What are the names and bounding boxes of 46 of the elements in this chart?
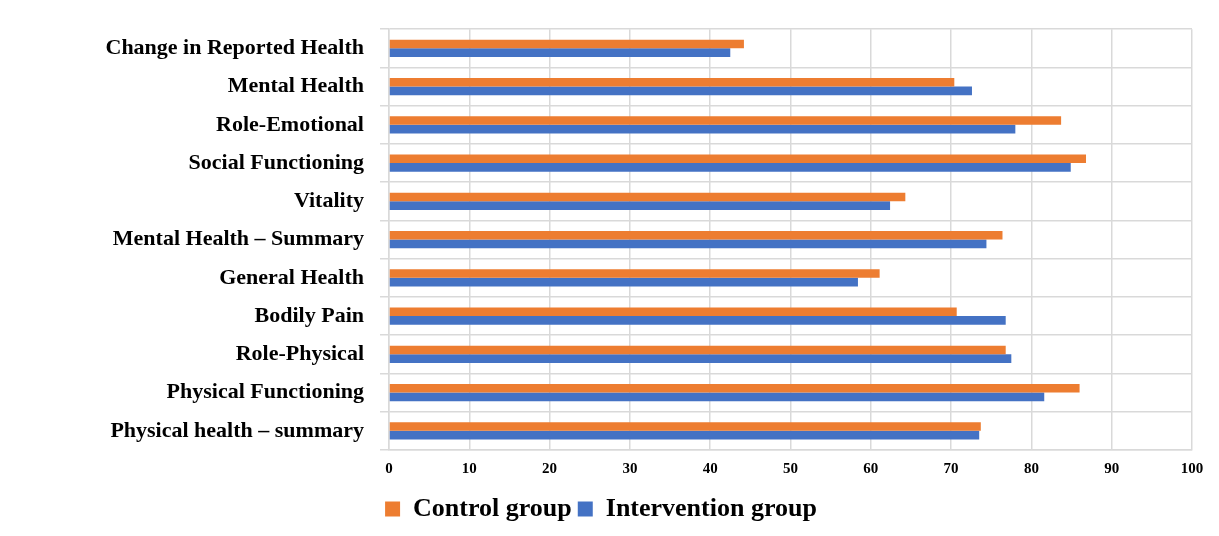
x-tick-label: 20	[542, 459, 558, 476]
x-tick-label: 40	[702, 459, 718, 476]
y-tick-label: Role-Emotional	[216, 110, 364, 136]
legend-label: Control group	[413, 492, 572, 522]
y-tick-label: Social Functioning	[188, 148, 364, 174]
bar	[389, 230, 1003, 240]
y-tick-label: Role-Physical	[235, 340, 364, 366]
y-tick-label: Mental Health – Summary	[112, 225, 364, 251]
bar	[389, 269, 880, 278]
x-tick-label: 70	[943, 459, 959, 476]
bar	[389, 163, 1071, 172]
bar	[389, 116, 1062, 125]
bar	[389, 154, 1086, 164]
bar	[389, 392, 1045, 402]
y-tick-label: General Health	[219, 263, 364, 289]
bar	[389, 384, 1080, 393]
bar	[389, 345, 1006, 355]
bar	[389, 48, 731, 57]
bar	[389, 124, 1016, 134]
bar	[389, 354, 1012, 363]
x-tick-label: 30	[622, 459, 638, 476]
y-tick-label: Change in Reported Health	[105, 34, 364, 60]
x-tick-label: 10	[461, 459, 477, 476]
x-tick-label: 60	[863, 459, 879, 476]
bar	[389, 277, 858, 287]
bar	[389, 77, 955, 87]
legend-label: Intervention group	[605, 492, 817, 522]
bar	[389, 307, 957, 317]
y-tick-label: Vitality	[293, 187, 364, 213]
y-tick-label: Physical health – summary	[110, 416, 364, 442]
bar	[389, 316, 1006, 325]
bar	[389, 39, 744, 49]
bar	[389, 422, 981, 431]
x-tick-label: 50	[783, 459, 798, 476]
bar	[389, 86, 972, 96]
bar	[389, 201, 891, 210]
y-tick-label: Bodily Pain	[254, 301, 364, 327]
x-tick-label: 80	[1023, 459, 1039, 476]
x-tick-label: 90	[1104, 459, 1120, 476]
x-tick-label: 100	[1180, 459, 1204, 476]
bar	[389, 192, 906, 202]
y-tick-label: Physical Functioning	[166, 378, 364, 404]
y-tick-label: Mental Health	[227, 72, 364, 98]
bar	[389, 430, 980, 440]
bar	[389, 239, 987, 249]
x-tick-label: 0	[385, 459, 393, 476]
